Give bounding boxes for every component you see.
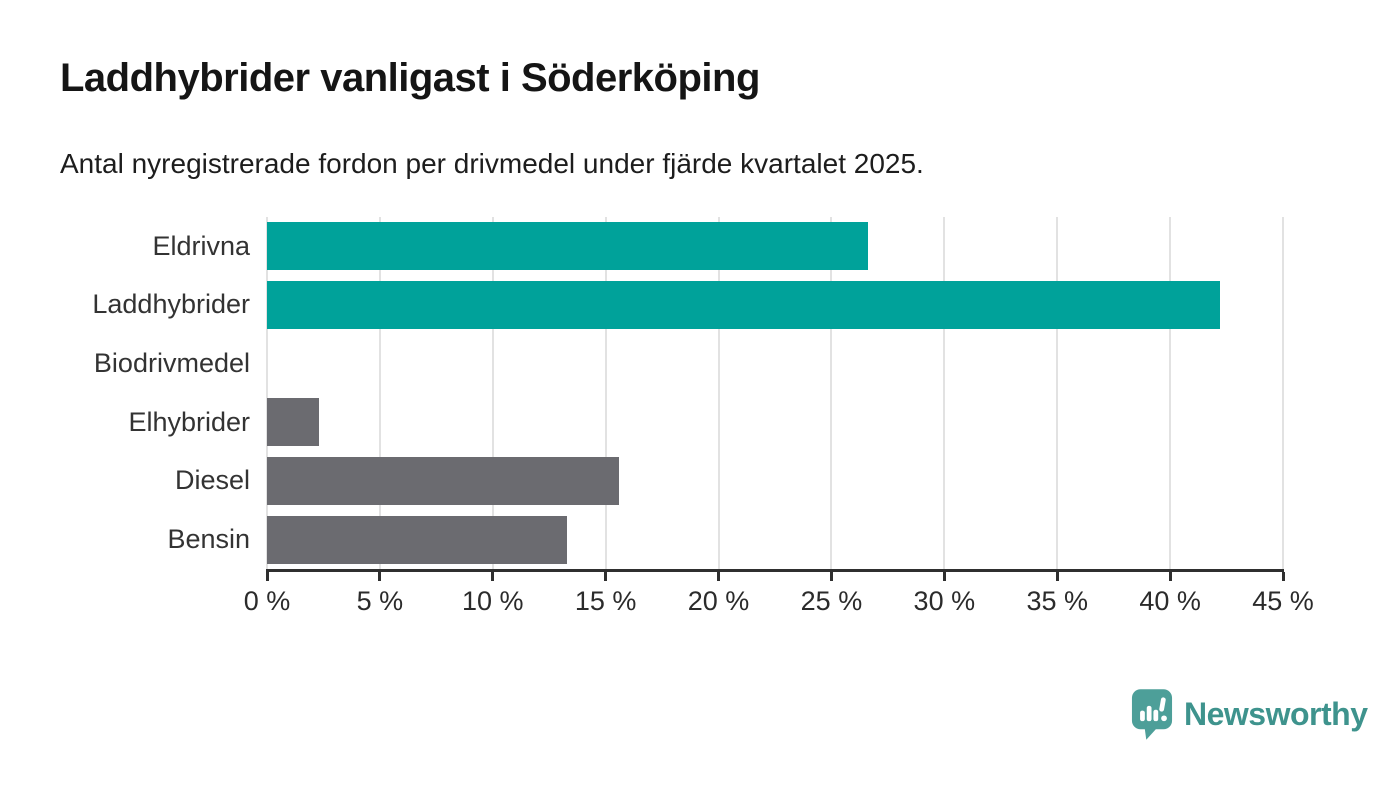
x-tick-label: 10 % [461,586,524,616]
grid-line [266,217,268,569]
category-label: Diesel [174,465,250,496]
grid-line [717,217,720,569]
x-tick-label: 25 % [800,586,863,616]
bar-row [267,393,1283,452]
chart-title: Laddhybrider vanligast i Söderköping [60,56,760,100]
grid-line [1282,217,1284,569]
newsworthy-logo-link[interactable]: Newsworthy [1131,688,1368,741]
grid-line [1056,217,1059,569]
grid-line [604,217,607,569]
x-axis-line [266,569,1284,572]
tick-mark [1055,572,1059,581]
tick-mark [942,572,946,581]
bar-row [267,334,1283,393]
grid-line [943,217,946,569]
x-tick-label: 5 % [356,586,404,616]
grid-line [1169,217,1172,569]
bar [267,515,568,564]
grid-line [378,217,381,569]
tick-mark [378,572,382,581]
category-label: Bensin [167,524,250,555]
x-tick-label: 0 % [243,586,291,616]
grid-line [491,217,494,569]
newsworthy-wordmark: Newsworthy [1184,696,1368,732]
bar [267,222,868,271]
bar-row [267,217,1283,276]
newsworthy-bubble-chart-icon [1131,688,1173,741]
tick-mark [1168,572,1172,581]
bar [267,456,620,505]
x-tick-label: 30 % [913,586,976,616]
x-tick-label: 45 % [1252,586,1314,616]
tick-mark [1281,572,1285,581]
plot-area [266,217,1284,569]
category-label: Laddhybrider [92,289,250,320]
x-tick-label: 20 % [687,586,750,616]
tick-mark [604,572,608,581]
x-tick-label: 35 % [1026,586,1088,616]
grid-line [830,217,833,569]
bar [267,398,319,447]
category-label: Elhybrider [128,406,250,437]
category-label: Biodrivmedel [93,348,250,379]
tick-mark [491,572,495,581]
tick-mark [717,572,721,581]
tick-mark [829,572,833,581]
category-label: Eldrivna [152,230,250,261]
bar-row [267,452,1283,511]
tick-mark [265,572,269,581]
bar [267,280,1220,329]
chart-subtitle: Antal nyregistrerade fordon per drivmede… [60,148,924,179]
bar-row [267,510,1283,569]
bar-row [267,276,1283,335]
x-tick-label: 15 % [574,586,637,616]
x-tick-label: 40 % [1139,586,1201,616]
x-axis: 0 % 5 % 10 % 15 % 20 % 25 % 30 % 35 % 40 % 45 % [244,569,1314,629]
category-axis: Eldrivna Laddhybrider Biodrivmedel Elhybrid… [0,217,250,569]
